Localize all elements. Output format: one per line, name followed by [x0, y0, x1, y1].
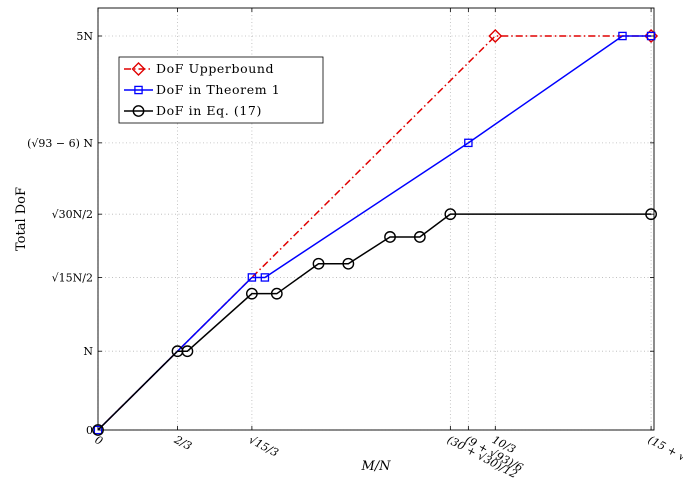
y-axis-title: Total DoF [14, 187, 29, 251]
legend-marker [132, 105, 145, 117]
data-point [342, 257, 355, 270]
y-tick-label: (√93 − 6) N [27, 137, 93, 150]
data-point [312, 257, 325, 270]
legend-marker [131, 62, 146, 76]
data-point [413, 231, 426, 243]
data-point [245, 287, 258, 300]
legend: DoF Upperbound DoF in Theorem 1 DoF in Eq.… [118, 56, 324, 124]
y-tick-label: 0 [86, 424, 93, 437]
data-point [464, 138, 473, 148]
series-line [97, 213, 652, 431]
y-tick-label: N [83, 345, 93, 358]
data-point [92, 424, 104, 436]
data-point [488, 29, 503, 43]
data-point [270, 287, 283, 300]
legend-label: DoF in Eq. (17) [156, 103, 262, 118]
data-point [646, 31, 656, 41]
data-point [618, 31, 627, 41]
legend-label: DoF Upperbound [156, 61, 274, 76]
data-point [444, 208, 457, 221]
data-point [260, 273, 270, 282]
data-point [645, 208, 657, 221]
series-2 [92, 208, 657, 436]
data-point [93, 425, 103, 435]
x-axis-title: M/N [360, 459, 391, 474]
series-layer [92, 29, 659, 436]
data-point [181, 345, 194, 358]
data-point [247, 273, 257, 282]
legend-marker [134, 85, 143, 95]
y-tick-label: √15N/2 [52, 271, 93, 284]
y-tick-label: 5N [76, 30, 93, 43]
y-tick-label: √30N/2 [52, 208, 93, 221]
legend-label: DoF in Theorem 1 [156, 82, 280, 97]
data-point [384, 231, 396, 243]
